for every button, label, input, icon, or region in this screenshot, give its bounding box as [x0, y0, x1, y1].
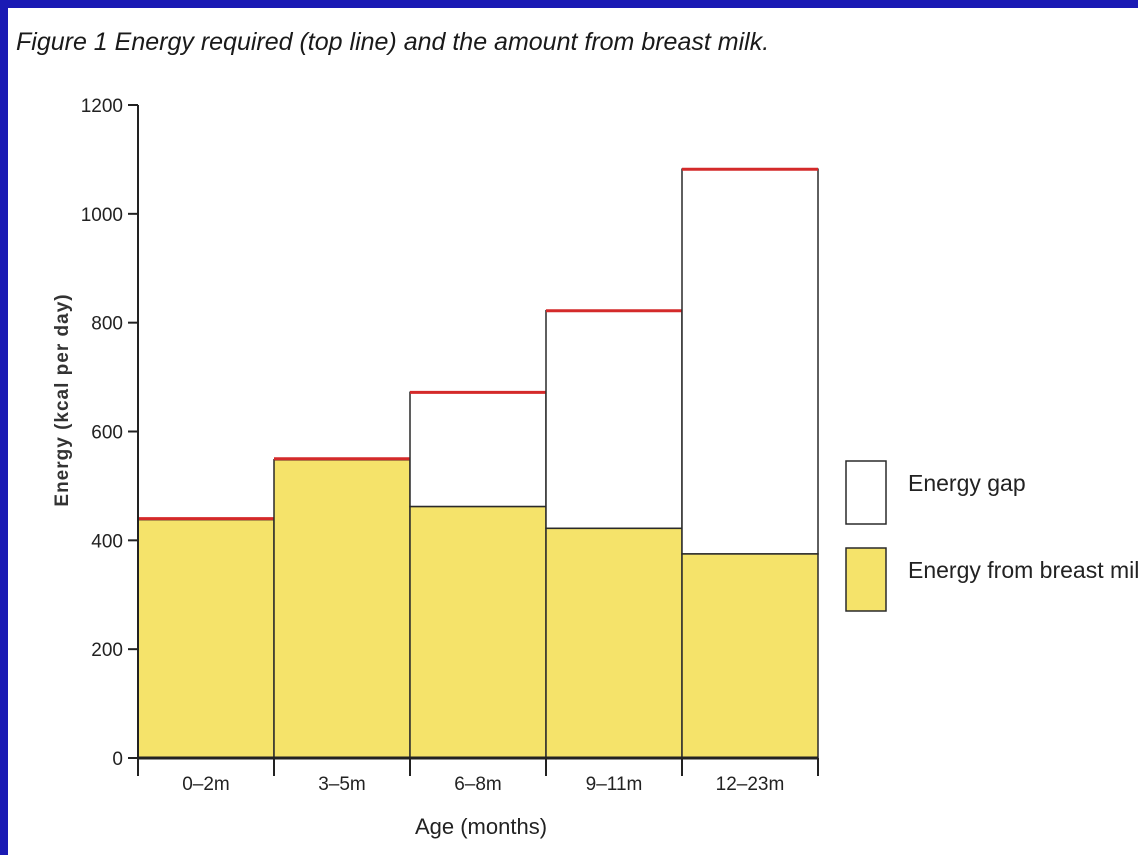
- legend-swatch-1: [845, 547, 887, 612]
- bar-breast-milk-3: [545, 527, 683, 759]
- y-tick-label-4: 800: [91, 314, 123, 335]
- x-tick-label-1: 3–5m: [318, 774, 366, 795]
- legend: Energy gap Energy from breast milk: [845, 460, 1138, 612]
- chart-title: Figure 1 Energy required (top line) and …: [16, 28, 769, 56]
- y-tick-label-0: 0: [112, 749, 123, 770]
- y-tick-label-6: 1200: [81, 96, 123, 117]
- legend-label-1: Energy from breast milk: [908, 557, 1138, 583]
- bar-breast-milk-1: [273, 459, 411, 759]
- y-axis-label: Energy (kcal per day): [52, 293, 73, 506]
- x-tick-label-2: 6–8m: [454, 774, 502, 795]
- x-axis-label: Age (months): [415, 814, 547, 839]
- bars-group: [137, 167, 819, 759]
- bar-gap-2: [409, 391, 547, 508]
- bar-gap-3: [545, 309, 683, 530]
- y-tick-label-1: 200: [91, 640, 123, 661]
- bar-breast-milk-0: [137, 518, 275, 759]
- axes-group: 0 200 400 600 800 1000 1200 0–2m 3–5m 6–8m 9–11m 12…: [81, 96, 819, 795]
- bar-gap-4: [681, 168, 819, 555]
- x-tick-label-0: 0–2m: [182, 774, 230, 795]
- chart-panel: Figure 1 Energy required (top line) and …: [8, 8, 1138, 855]
- stacked-bar-chart: Figure 1 Energy required (top line) and …: [16, 28, 1138, 839]
- y-tick-label-5: 1000: [81, 205, 123, 226]
- y-tick-label-2: 400: [91, 531, 123, 552]
- bar-breast-milk-2: [409, 505, 547, 759]
- bar-breast-milk-4: [681, 553, 819, 759]
- x-tick-label-3: 9–11m: [586, 774, 643, 795]
- x-tick-label-4: 12–23m: [716, 774, 785, 795]
- legend-swatch-0: [845, 460, 887, 525]
- y-tick-label-3: 600: [91, 423, 123, 444]
- legend-label-0: Energy gap: [908, 470, 1026, 496]
